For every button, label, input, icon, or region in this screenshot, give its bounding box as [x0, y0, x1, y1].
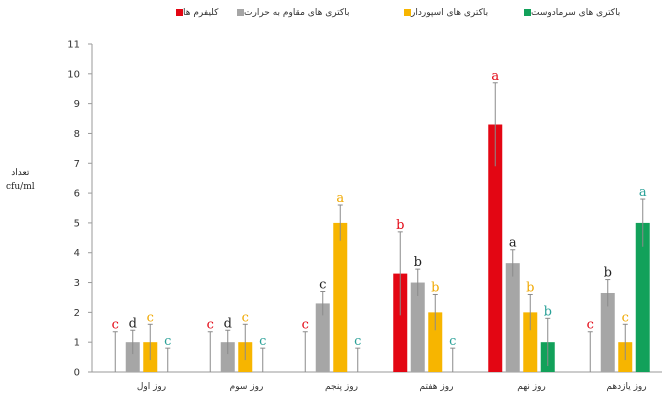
significance-letter: c [147, 310, 154, 325]
bar [410, 282, 425, 372]
bar [393, 273, 408, 372]
y-axis-label: تعداد cfu/ml [6, 166, 35, 194]
x-tick-label: روز نهم [517, 382, 546, 392]
significance-letter: b [414, 255, 422, 270]
significance-letter: a [509, 236, 517, 251]
significance-letter: c [259, 334, 266, 349]
bar [600, 292, 615, 372]
bar [333, 222, 348, 372]
y-tick-label: 10 [67, 69, 80, 80]
significance-letter: a [639, 185, 647, 200]
bar [523, 312, 538, 372]
legend-item-coliforms: کلیفرم ها [172, 8, 218, 18]
y-axis-label-line2: cfu/ml [6, 182, 35, 192]
bar [125, 342, 140, 372]
significance-letter: c [622, 310, 629, 325]
significance-letter: b [526, 280, 534, 295]
significance-letter: c [112, 318, 119, 333]
legend-label-coliforms: کلیفرم ها [183, 8, 219, 18]
legend-swatch-spore-forming [404, 9, 411, 16]
significance-letter: c [164, 334, 171, 349]
bar [315, 303, 330, 372]
x-tick-label: روز یازدهم [606, 382, 646, 392]
significance-letter: c [449, 334, 456, 349]
y-tick-label: 7 [74, 159, 80, 170]
legend-swatch-coliforms [176, 9, 183, 16]
bar [428, 312, 443, 372]
y-tick-label: 2 [74, 308, 80, 319]
bar [220, 342, 235, 372]
x-tick-label: روز پنجم [325, 382, 358, 392]
significance-letter: b [544, 304, 552, 319]
y-tick-label: 11 [67, 40, 80, 51]
y-tick-label: 4 [74, 248, 80, 259]
bar [635, 222, 650, 372]
significance-letter: b [396, 218, 404, 233]
significance-letter: a [336, 191, 344, 206]
legend-label-heat-resistant: باکتری های مقاوم به حرارت [244, 8, 350, 18]
legend-swatch-psychrophilic [524, 9, 531, 16]
x-tick-label: روز اول [137, 382, 166, 392]
legend-label-spore-forming: باکتری های اسپوردار [411, 8, 489, 18]
x-tick-label: روز هفتم [420, 382, 454, 392]
significance-letter: d [129, 316, 137, 331]
significance-letter: c [242, 310, 249, 325]
y-tick-label: 8 [74, 129, 80, 140]
y-axis-label-line1: تعداد [11, 168, 30, 178]
significance-letter: c [319, 277, 326, 292]
legend-label-psychrophilic: باکتری های سرمادوست [531, 8, 621, 18]
significance-letter: b [431, 280, 439, 295]
significance-letter: a [491, 69, 499, 84]
y-tick-label: 6 [74, 189, 80, 200]
legend-item-heat-resistant: باکتری های مقاوم به حرارت [233, 8, 349, 18]
significance-letter: c [302, 318, 309, 333]
y-tick-label: 0 [74, 368, 80, 379]
significance-letter: c [207, 318, 214, 333]
bar [505, 263, 520, 372]
bar [488, 124, 503, 372]
legend-item-psychrophilic: باکتری های سرمادوست [520, 8, 620, 18]
significance-letter: b [604, 266, 612, 281]
legend: کلیفرم ها باکتری های مقاوم به حرارت باکت… [0, 8, 671, 28]
significance-letter: d [224, 316, 232, 331]
x-tick-label: روز سوم [230, 382, 264, 392]
y-tick-label: 1 [74, 338, 80, 349]
y-tick-label: 5 [74, 218, 80, 229]
legend-item-spore-forming: باکتری های اسپوردار [400, 8, 488, 18]
significance-letter: c [354, 334, 361, 349]
significance-letter: c [587, 318, 594, 333]
y-tick-label: 3 [74, 278, 80, 289]
y-tick-label: 9 [74, 99, 80, 110]
legend-swatch-heat-resistant [237, 9, 244, 16]
